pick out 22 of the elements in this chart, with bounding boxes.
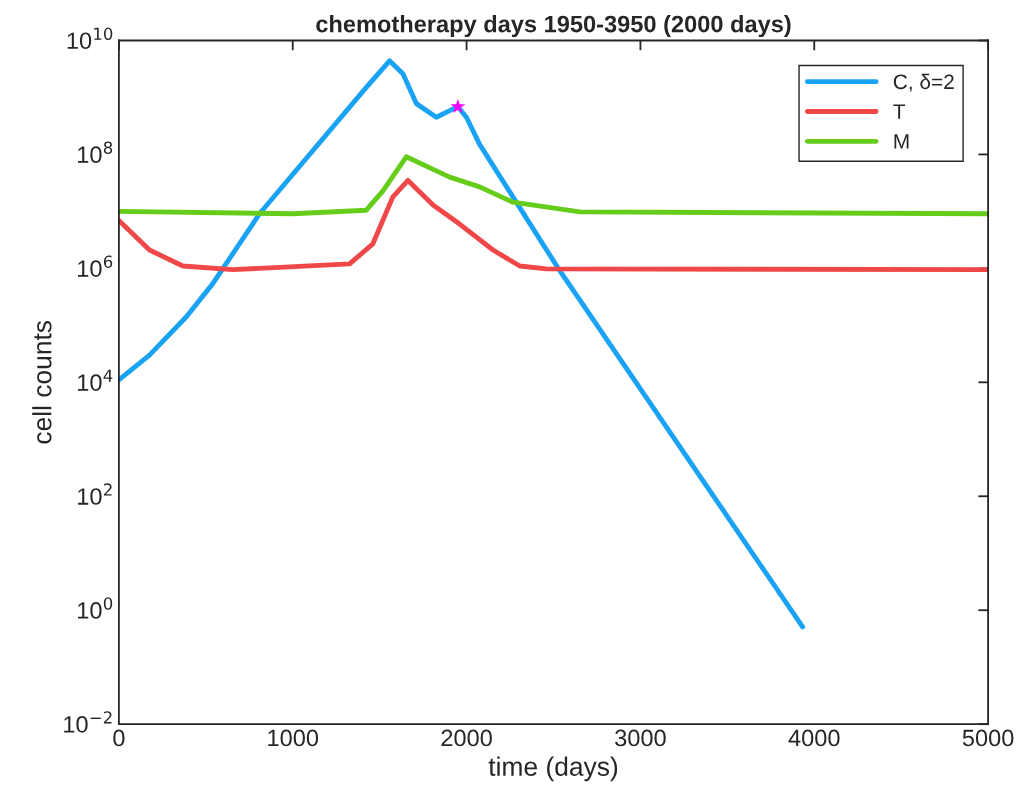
x-tick-label: 2000 bbox=[441, 729, 492, 747]
line-series bbox=[118, 58, 806, 630]
legend-label: C, δ=2 bbox=[893, 73, 954, 92]
legend-label: M bbox=[894, 134, 909, 149]
x-tick-label: 4000 bbox=[788, 729, 840, 747]
y-axis-title: cell counts bbox=[32, 320, 52, 444]
legend-label: T bbox=[893, 104, 906, 119]
y-tick-label: 10$^{0}$ bbox=[78, 597, 113, 619]
x-tick-label: 3000 bbox=[615, 729, 666, 747]
y-tick-label: 10$^{8}$ bbox=[78, 141, 113, 164]
y-tick-label: 10$^{2}$ bbox=[78, 483, 112, 505]
y-tick-label: 10$^{−2}$ bbox=[64, 711, 112, 733]
y-tick-label: 10$^{4}$ bbox=[78, 369, 113, 391]
line-series bbox=[118, 177, 989, 273]
x-tick-label: 1000 bbox=[268, 729, 319, 747]
x-tick-label: 0 bbox=[113, 729, 125, 747]
line-series bbox=[118, 154, 989, 217]
x-axis-title: time (days) bbox=[488, 756, 618, 782]
chart-title: chemotherapy days 1950-3950 (2000 days) bbox=[316, 15, 791, 38]
x-tick-label: 5000 bbox=[962, 729, 1014, 747]
y-tick-label: 10$^{6}$ bbox=[78, 255, 113, 277]
y-tick-label: 10$^{10}$ bbox=[67, 27, 113, 50]
